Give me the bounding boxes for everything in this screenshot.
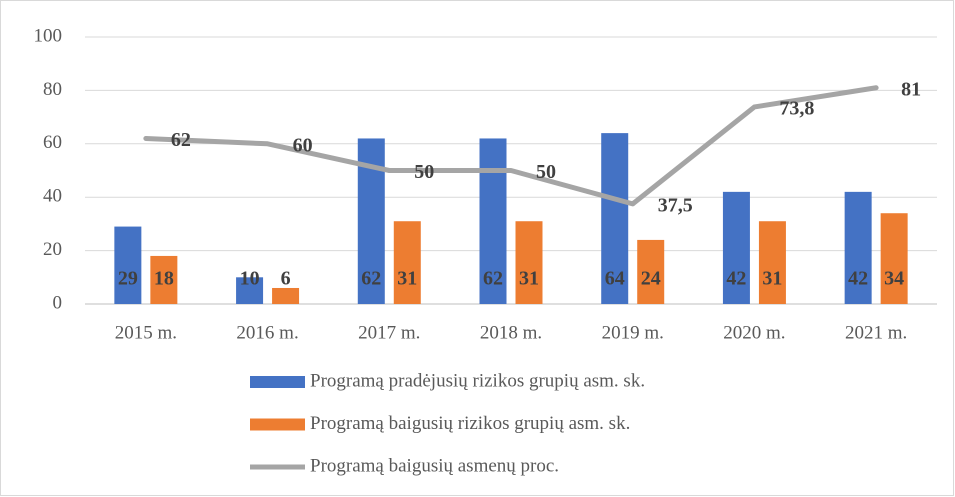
bar-value-label: 42 bbox=[726, 268, 746, 290]
bar bbox=[393, 221, 421, 304]
legend-swatch bbox=[250, 418, 305, 431]
bar-value-label: 10 bbox=[240, 268, 260, 290]
x-tick-label: 2015 m. bbox=[115, 322, 177, 343]
line-series bbox=[143, 85, 879, 207]
y-tick-label: 80 bbox=[43, 79, 62, 100]
line-value-label: 62 bbox=[171, 129, 191, 151]
bar bbox=[880, 213, 908, 304]
bar-value-label: 62 bbox=[483, 268, 503, 290]
bar-value-label: 31 bbox=[762, 268, 782, 290]
bar bbox=[236, 277, 264, 304]
bar bbox=[844, 191, 872, 304]
bar-value-label: 31 bbox=[397, 268, 417, 290]
bar-value-label: 62 bbox=[361, 268, 381, 290]
bar bbox=[758, 221, 786, 304]
x-tick-label: 2021 m. bbox=[845, 322, 907, 343]
line-value-label: 37,5 bbox=[658, 194, 693, 216]
y-tick-label: 60 bbox=[43, 132, 62, 153]
x-tick-label: 2016 m. bbox=[236, 322, 298, 343]
bar bbox=[722, 191, 750, 304]
bar bbox=[515, 221, 543, 304]
line-value-label: 50 bbox=[536, 161, 556, 183]
bar-value-label: 64 bbox=[605, 268, 625, 290]
line-value-label: 73,8 bbox=[779, 98, 814, 120]
bar bbox=[150, 255, 178, 304]
bar-value-label: 31 bbox=[519, 268, 539, 290]
y-tick-label: 0 bbox=[53, 292, 63, 313]
legend-label: Programą baigusių rizikos grupių asm. sk… bbox=[310, 413, 630, 434]
line-value-label: 50 bbox=[414, 161, 434, 183]
bar bbox=[114, 226, 142, 304]
legend-swatch bbox=[250, 376, 305, 388]
bar bbox=[272, 287, 300, 304]
legend-label: Programą pradėjusių rizikos grupių asm. … bbox=[310, 370, 645, 391]
bar-value-label: 18 bbox=[154, 268, 174, 290]
line-value-label: 60 bbox=[293, 134, 313, 156]
bar-value-label: 34 bbox=[884, 268, 904, 290]
legend-label: Programą baigusių asmenų proc. bbox=[310, 455, 559, 476]
x-tick-label: 2020 m. bbox=[723, 322, 785, 343]
bar-value-label: 24 bbox=[641, 268, 661, 290]
y-tick-label: 100 bbox=[34, 25, 63, 46]
x-tick-label: 2019 m. bbox=[602, 322, 664, 343]
x-tick-label: 2018 m. bbox=[480, 322, 542, 343]
x-tick-label: 2017 m. bbox=[358, 322, 420, 343]
bar-value-label: 6 bbox=[281, 268, 291, 290]
line-value-label: 81 bbox=[901, 78, 921, 100]
bar bbox=[601, 133, 629, 304]
bar-value-label: 42 bbox=[848, 268, 868, 290]
y-tick-label: 20 bbox=[43, 239, 62, 260]
bar bbox=[637, 239, 665, 304]
bar bbox=[479, 138, 507, 304]
y-tick-label: 40 bbox=[43, 186, 62, 207]
bar-value-label: 29 bbox=[118, 268, 138, 290]
